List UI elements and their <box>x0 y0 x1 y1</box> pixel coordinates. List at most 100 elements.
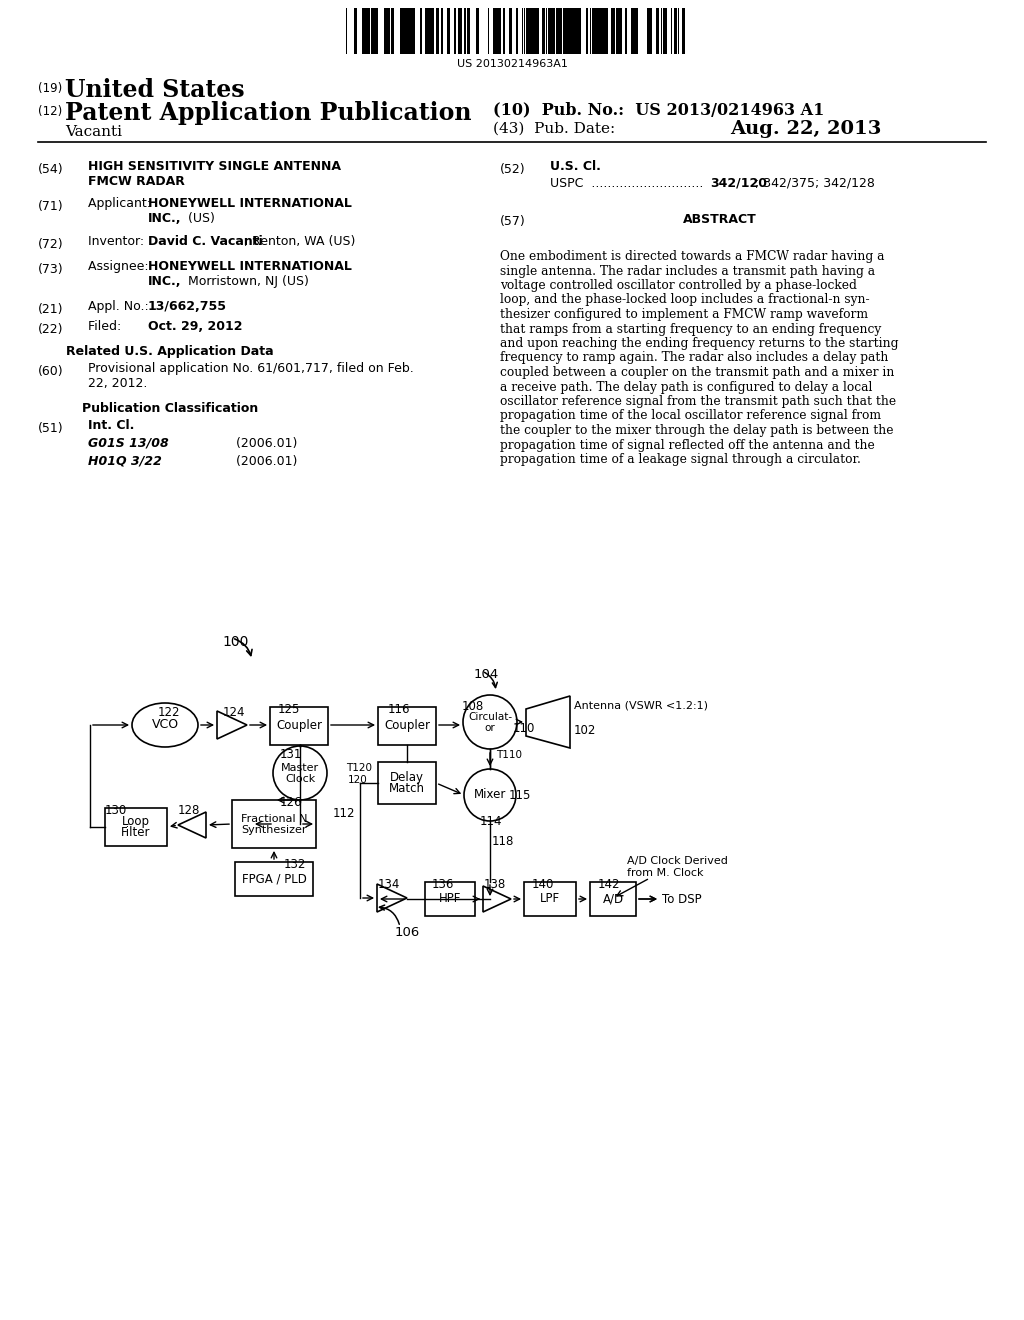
Text: Clock: Clock <box>285 774 315 784</box>
Text: 118: 118 <box>492 836 514 847</box>
Text: INC.,: INC., <box>148 213 181 224</box>
Text: (12): (12) <box>38 106 62 117</box>
Bar <box>616 8 618 54</box>
Text: G01S 13/08: G01S 13/08 <box>88 437 169 450</box>
Text: or: or <box>484 723 496 733</box>
Bar <box>449 8 450 54</box>
Text: Master: Master <box>281 763 319 774</box>
Text: Loop: Loop <box>122 816 150 829</box>
Bar <box>649 8 652 54</box>
Text: 122: 122 <box>158 706 180 719</box>
Bar <box>652 8 655 54</box>
Text: VCO: VCO <box>152 718 178 731</box>
Bar <box>556 8 559 54</box>
Text: oscillator reference signal from the transmit path such that the: oscillator reference signal from the tra… <box>500 395 896 408</box>
Text: 138: 138 <box>484 878 506 891</box>
Bar <box>568 8 570 54</box>
Text: David C. Vacanti: David C. Vacanti <box>148 235 263 248</box>
Text: Mixer: Mixer <box>474 788 506 801</box>
Text: 125: 125 <box>278 704 300 715</box>
Circle shape <box>463 696 517 748</box>
Text: FMCW RADAR: FMCW RADAR <box>88 176 185 187</box>
Bar <box>373 8 375 54</box>
Bar <box>477 8 479 54</box>
Text: 13/662,755: 13/662,755 <box>148 300 227 313</box>
Text: HONEYWELL INTERNATIONAL: HONEYWELL INTERNATIONAL <box>148 260 352 273</box>
Bar <box>590 882 636 916</box>
Text: 112: 112 <box>333 807 355 820</box>
Bar <box>608 8 611 54</box>
Bar <box>378 762 436 804</box>
Bar <box>644 8 647 54</box>
Text: Assignee:: Assignee: <box>88 260 157 273</box>
Bar <box>425 882 475 916</box>
Text: HIGH SENSITIVITY SINGLE ANTENNA: HIGH SENSITIVITY SINGLE ANTENNA <box>88 160 341 173</box>
Bar <box>665 8 667 54</box>
Text: 136: 136 <box>432 878 455 891</box>
Text: Inventor:: Inventor: <box>88 235 156 248</box>
Text: Aug. 22, 2013: Aug. 22, 2013 <box>730 120 882 139</box>
Text: US 20130214963A1: US 20130214963A1 <box>457 59 567 69</box>
Bar <box>497 8 499 54</box>
Text: the coupler to the mixer through the delay path is between the: the coupler to the mixer through the del… <box>500 424 894 437</box>
Bar <box>501 8 503 54</box>
Text: and upon reaching the ending frequency returns to the starting: and upon reaching the ending frequency r… <box>500 337 898 350</box>
Text: 22, 2012.: 22, 2012. <box>88 378 147 389</box>
Text: 124: 124 <box>223 706 246 719</box>
Text: 102: 102 <box>574 723 596 737</box>
Text: Applicant:: Applicant: <box>88 197 159 210</box>
Bar <box>486 8 488 54</box>
Text: coupled between a coupler on the transmit path and a mixer in: coupled between a coupler on the transmi… <box>500 366 894 379</box>
Text: (54): (54) <box>38 162 63 176</box>
Text: thesizer configured to implement a FMCW ramp waveform: thesizer configured to implement a FMCW … <box>500 308 868 321</box>
Text: (US): (US) <box>184 213 215 224</box>
Bar <box>439 8 441 54</box>
Bar <box>416 8 419 54</box>
Text: Coupler: Coupler <box>276 719 322 733</box>
Text: To DSP: To DSP <box>662 894 701 906</box>
Bar <box>605 8 608 54</box>
Text: A/D: A/D <box>602 892 624 906</box>
Bar <box>519 8 522 54</box>
Text: propagation time of a leakage signal through a circulator.: propagation time of a leakage signal thr… <box>500 453 861 466</box>
Text: 115: 115 <box>509 789 531 803</box>
Bar <box>456 8 458 54</box>
Bar <box>631 8 633 54</box>
Bar <box>505 8 507 54</box>
Bar <box>586 8 588 54</box>
Bar <box>532 8 535 54</box>
Text: Coupler: Coupler <box>384 719 430 733</box>
Bar <box>347 8 349 54</box>
Text: T110: T110 <box>496 750 522 760</box>
Text: Synthesizer: Synthesizer <box>242 825 307 836</box>
Bar <box>454 8 456 54</box>
Text: U.S. Cl.: U.S. Cl. <box>550 160 601 173</box>
Bar <box>468 8 470 54</box>
Text: voltage controlled oscillator controlled by a phase-locked: voltage controlled oscillator controlled… <box>500 279 857 292</box>
Bar <box>600 8 603 54</box>
Text: (10)  Pub. No.:  US 2013/0214963 A1: (10) Pub. No.: US 2013/0214963 A1 <box>493 102 824 117</box>
Bar <box>425 8 427 54</box>
Bar <box>679 8 682 54</box>
Text: Related U.S. Application Data: Related U.S. Application Data <box>67 345 273 358</box>
Text: , Renton, WA (US): , Renton, WA (US) <box>244 235 355 248</box>
Bar <box>420 8 422 54</box>
Bar <box>499 8 501 54</box>
Bar <box>444 8 447 54</box>
Bar <box>464 8 466 54</box>
Bar <box>340 8 343 54</box>
Bar <box>597 8 600 54</box>
Bar <box>552 8 555 54</box>
Text: 120: 120 <box>348 775 368 785</box>
Text: (21): (21) <box>38 304 63 315</box>
Bar <box>338 8 340 54</box>
Bar <box>430 8 433 54</box>
Bar <box>625 8 627 54</box>
Text: 142: 142 <box>598 878 621 891</box>
Text: Morristown, NJ (US): Morristown, NJ (US) <box>184 275 309 288</box>
Text: A/D Clock Derived: A/D Clock Derived <box>627 855 728 866</box>
Text: Oct. 29, 2012: Oct. 29, 2012 <box>148 319 243 333</box>
Text: Filed:: Filed: <box>88 319 161 333</box>
Bar <box>376 8 378 54</box>
Bar <box>354 8 357 54</box>
